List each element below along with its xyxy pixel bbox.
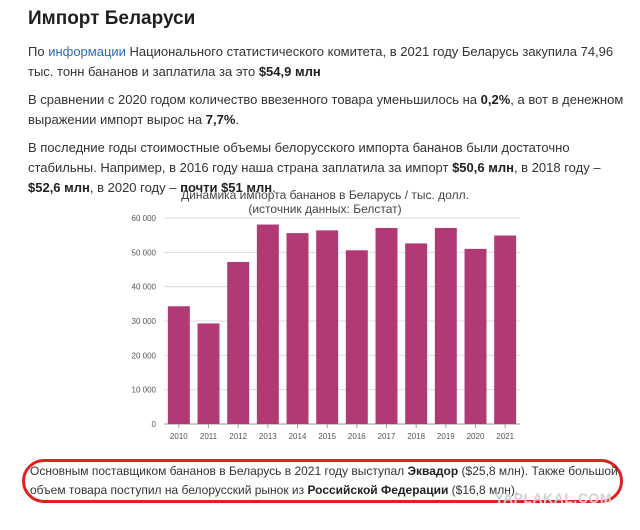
bar-2018 [405,243,428,424]
bar-2021 [494,235,517,424]
x-tick-label: 2015 [318,432,336,441]
y-tick-label: 0 [152,420,157,429]
paragraph-text: . [235,112,240,127]
paragraph-recent-years: В последние годы стоимостные объемы бело… [28,138,628,198]
x-tick-label: 2010 [170,432,188,441]
x-tick-label: 2013 [259,432,277,441]
x-tick-label: 2020 [467,432,485,441]
information-link[interactable]: информации [48,44,126,59]
bar-2012 [227,261,250,424]
bar-2010 [167,306,190,424]
paragraph-text: , в 2020 году – [89,180,181,195]
bar-2011 [197,323,220,424]
x-tick-label: 2016 [348,432,366,441]
bar-2013 [256,224,279,424]
y-tick-label: 20 000 [132,351,157,360]
x-tick-label: 2018 [407,432,425,441]
paragraph-text: По [28,44,49,59]
x-tick-label: 2011 [200,432,218,441]
bold-value: 7,7% [205,112,236,127]
paragraph-text: , а вот в денежном выражении импорт выро… [28,92,624,127]
y-tick-label: 10 000 [132,386,157,395]
paragraph-suppliers: Основным поставщиком бананов в Беларусь … [30,462,620,500]
chart-bars [167,224,517,424]
bold-value: $54,9 млн [258,64,321,79]
y-tick-label: 60 000 [132,214,157,223]
bar-2016 [345,250,368,424]
bar-2019 [434,227,457,424]
x-tick-label: 2012 [229,432,247,441]
bold-value: 0,2% [480,92,511,107]
x-tick-label: 2017 [378,432,396,441]
bar-2017 [375,227,398,424]
bold-value: Российской Федерации [307,483,449,497]
chart-x-axis: 2010 2011 2012 2013 2014 2015 2016 2017 2018 2019… [170,424,515,441]
bold-value: почти $51 млн [180,180,273,195]
highlight-circle [22,459,623,503]
x-tick-label: 2019 [437,432,455,441]
paragraph-text: Национального статистического комитета, … [28,44,614,79]
paragraph-text: ($16,8 млн). [448,483,519,497]
paragraph-text: , в 2018 году – [513,160,601,175]
bold-value: $50,6 млн [452,160,514,175]
chart-gridlines [164,217,520,425]
bold-value: $52,6 млн [28,180,90,195]
paragraph-text: . [272,180,276,195]
bar-2014 [286,233,309,424]
y-tick-label: 30 000 [132,317,157,326]
paragraph-comparison-2020: В сравнении с 2020 годом количество ввез… [28,90,628,130]
y-tick-label: 40 000 [132,283,157,292]
chart-title: Динамика импорта бананов в Беларусь / ты… [181,188,469,202]
x-tick-label: 2021 [496,432,514,441]
paragraph-import-2021: По информации Национального статистическ… [28,42,628,82]
chart-subtitle: (источник данных: Белстат) [248,202,401,216]
chart-y-axis: 0 10 000 20 000 30 000 40 000 50 000 60 000 [132,214,157,429]
page-title: Импорт Беларуси [28,8,196,29]
bar-2015 [316,230,339,424]
bold-value: Эквадор [407,464,459,478]
watermark: YAPLAKAL.COM [494,490,612,506]
paragraph-text: ($25,8 млн). Также большой объем товара … [30,464,618,497]
paragraph-text: Основным поставщиком бананов в Беларусь … [30,464,408,478]
banana-import-bar-chart: Динамика импорта бананов в Беларусь / ты… [132,188,520,441]
bar-2020 [464,248,487,424]
paragraph-text: В последние годы стоимостные объемы бело… [28,140,570,175]
y-tick-label: 50 000 [132,248,157,257]
x-tick-label: 2014 [289,432,307,441]
paragraph-text: В сравнении с 2020 годом количество ввез… [28,92,481,107]
